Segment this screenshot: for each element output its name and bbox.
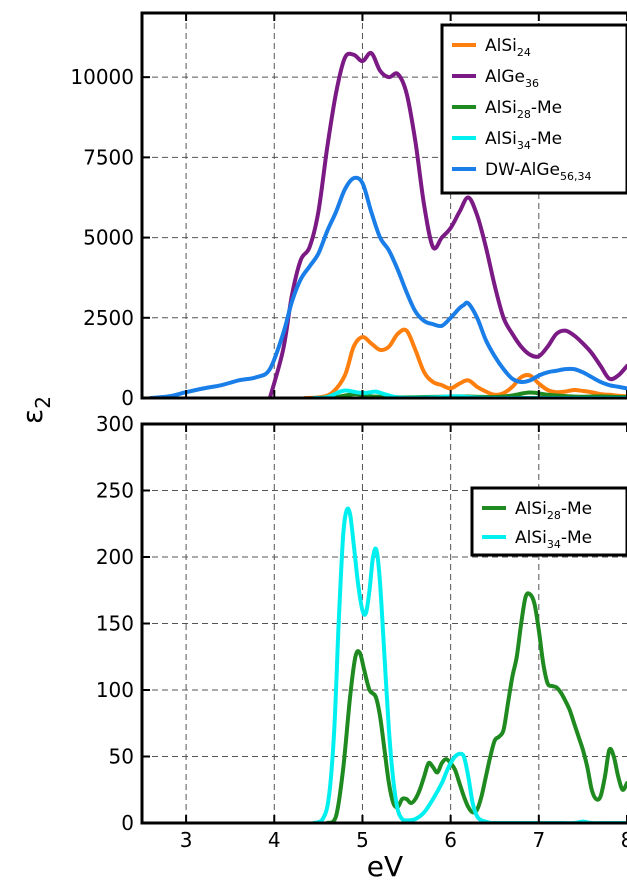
y-axis-label: ε2 [16, 396, 55, 424]
y-tick-label: 50 [109, 745, 134, 769]
top-panel: 0 2500 5000 7500 10000 AlSi24 AlGe36 AlSi28-Me… [70, 11, 627, 410]
x-tick-label: 5 [356, 828, 369, 852]
y-axis-label-main: ε [16, 409, 49, 424]
series-line-alsi-34-me [311, 506, 627, 823]
y-tick-label: 0 [121, 811, 134, 835]
bottom-panel-legend: AlSi28-Me AlSi34-Me [470, 486, 627, 557]
x-tick-label: 8 [621, 828, 627, 852]
y-tick-label: 2500 [83, 306, 134, 330]
bottom-panel: 3 4 5 6 7 8 0 50 100 150 200 250 300 AlSi28-Me AlSi34… [96, 412, 627, 852]
y-tick-label: 10000 [70, 65, 134, 89]
x-tick-label: 4 [268, 828, 281, 852]
series-line-alsi-24 [303, 327, 627, 398]
series-line-dw-alge-56-34 [148, 175, 627, 398]
x-axis-label: eV [367, 850, 403, 883]
y-tick-label: 200 [96, 545, 134, 569]
legend-box [470, 486, 627, 557]
legend-label: AlSi34-Me [515, 528, 592, 551]
bottom-panel-series [311, 506, 627, 823]
y-tick-label: 0 [121, 386, 134, 410]
y-tick-label: 250 [96, 479, 134, 503]
y-tick-label: 5000 [83, 226, 134, 250]
legend-label: AlSi28-Me [485, 98, 562, 121]
legend-label: AlSi24 [485, 36, 531, 59]
series-line-alge-36 [267, 50, 627, 398]
x-tick-label: 3 [180, 828, 193, 852]
y-tick-label: 300 [96, 412, 134, 436]
legend-label: DW-AlGe56,34 [485, 160, 591, 183]
top-panel-frame [140, 11, 627, 400]
bottom-panel-ticks: 3 4 5 6 7 8 0 50 100 150 200 250 300 [96, 412, 627, 852]
top-panel-legend: AlSi24 AlGe36 AlSi28-Me AlSi34-Me DW-AlGe56,… [440, 23, 627, 195]
legend-label: AlGe36 [485, 67, 539, 90]
legend-label: AlSi28-Me [515, 499, 592, 522]
series-line-alsi-28-me [325, 591, 627, 823]
y-tick-label: 100 [96, 678, 134, 702]
legend-label: AlSi34-Me [485, 129, 562, 152]
y-axis-label-sub: 2 [31, 396, 55, 409]
y-tick-label: 150 [96, 612, 134, 636]
y-tick-label: 7500 [83, 145, 134, 169]
x-tick-label: 7 [532, 828, 545, 852]
top-panel-ticks: 0 2500 5000 7500 10000 [70, 13, 627, 410]
x-tick-label: 6 [444, 828, 457, 852]
